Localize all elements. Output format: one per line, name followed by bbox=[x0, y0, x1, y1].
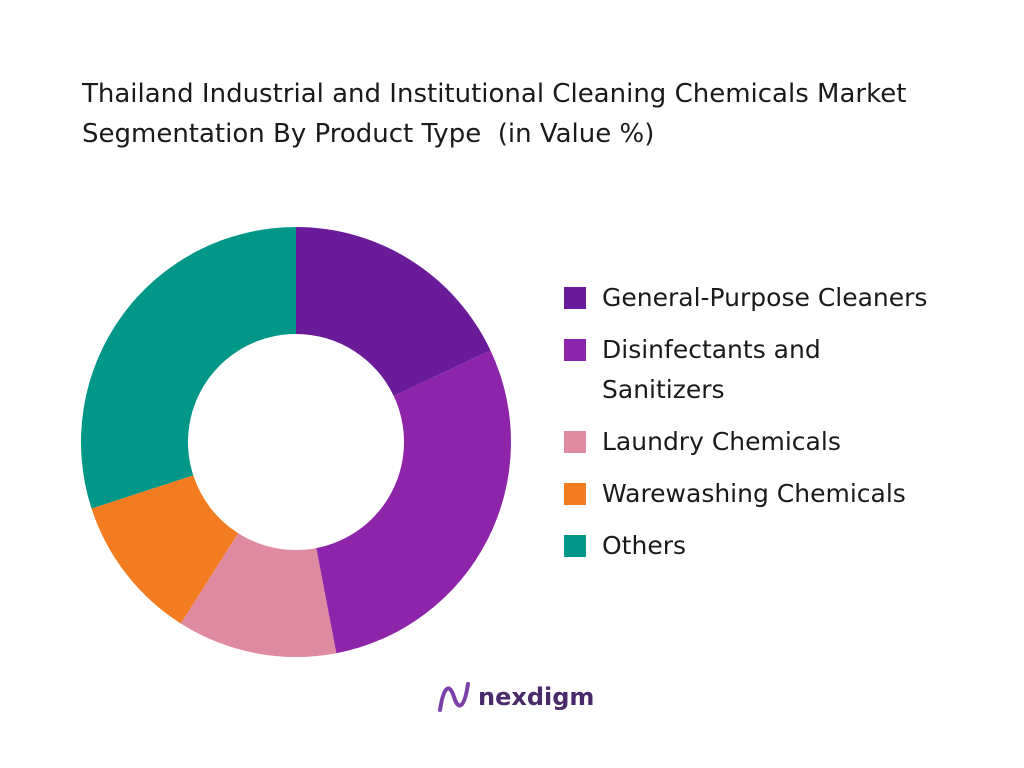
legend-label: Laundry Chemicals bbox=[602, 427, 841, 456]
donut-slice bbox=[316, 350, 511, 654]
chart-title: Thailand Industrial and Institutional Cl… bbox=[82, 79, 915, 149]
legend-label: Disinfectants and Sanitizers bbox=[602, 335, 821, 404]
legend-item: Others bbox=[560, 526, 1020, 566]
legend-label: Others bbox=[602, 531, 687, 560]
legend: General-Purpose Cleaners Disinfectants an… bbox=[560, 278, 1020, 578]
donut-slice bbox=[180, 533, 337, 658]
legend-swatch bbox=[564, 483, 586, 505]
legend-swatch bbox=[564, 287, 586, 309]
legend-label: General-Purpose Cleaners bbox=[602, 283, 928, 312]
legend-item: Disinfectants and Sanitizers bbox=[560, 330, 1020, 410]
legend-swatch bbox=[564, 431, 586, 453]
legend-item: Warewashing Chemicals bbox=[560, 474, 1020, 514]
brand: nexdigm bbox=[436, 680, 594, 714]
legend-item: General-Purpose Cleaners bbox=[560, 278, 1020, 318]
brand-logo bbox=[438, 682, 470, 712]
legend-swatch bbox=[564, 535, 586, 557]
donut-slice bbox=[80, 226, 296, 509]
legend-swatch bbox=[564, 339, 586, 361]
legend-label: Warewashing Chemicals bbox=[602, 479, 906, 508]
donut-slice bbox=[296, 227, 491, 397]
donut-slice bbox=[91, 475, 239, 624]
brand-name: nexdigm bbox=[478, 683, 595, 711]
legend-item: Laundry Chemicals bbox=[560, 422, 1020, 462]
